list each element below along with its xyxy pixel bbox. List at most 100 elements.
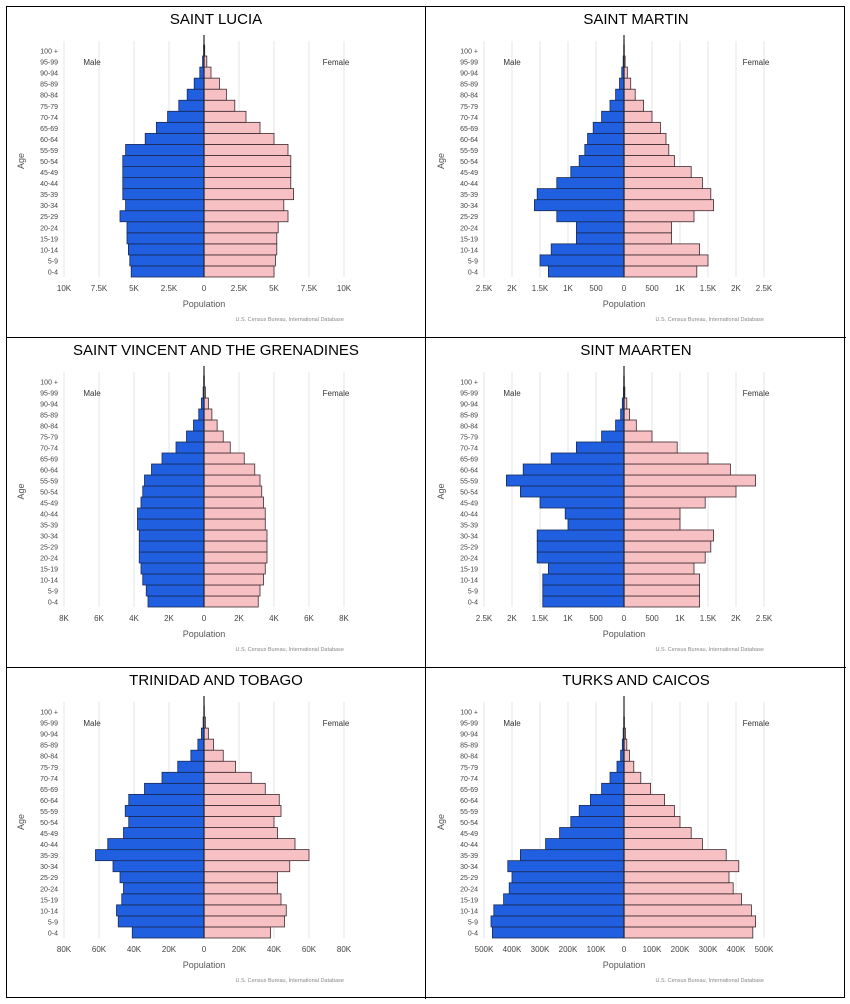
female-bar <box>203 496 264 509</box>
female-bar <box>623 816 681 828</box>
male-bar <box>522 463 625 476</box>
female-bar <box>623 749 630 762</box>
population-pyramid: 0-4 5-9 10-14 15-19 20-24 25-29 30-34 35-39 40-4… <box>16 366 350 653</box>
male-bar <box>609 99 625 112</box>
female-bar <box>203 254 276 267</box>
x-tick-label: 300K <box>531 945 550 954</box>
x-axis-title: Population <box>603 960 646 970</box>
x-tick-label: 80K <box>57 945 72 954</box>
male-bar <box>142 573 205 586</box>
age-tick-label: 80-84 <box>40 93 58 100</box>
female-bar <box>623 430 653 443</box>
age-tick-label: 70-74 <box>460 115 478 122</box>
grid-divider-horizontal <box>7 337 846 338</box>
age-tick-label: 30-34 <box>40 534 58 541</box>
age-tick-label: 75-79 <box>460 765 478 772</box>
female-bar <box>203 793 280 806</box>
age-tick-label: 55-59 <box>40 809 58 816</box>
male-label: Male <box>83 389 101 398</box>
age-tick-label: 100 + <box>40 380 58 387</box>
female-bar <box>203 99 236 112</box>
male-bar <box>589 793 625 806</box>
female-bar <box>623 188 712 201</box>
age-tick-label: 20-24 <box>460 225 478 232</box>
female-bar <box>623 782 652 795</box>
age-tick-label: 75-79 <box>40 765 58 772</box>
female-label: Female <box>743 719 770 728</box>
male-bar <box>493 904 625 917</box>
male-bar <box>550 452 625 465</box>
age-tick-label: 20-24 <box>40 225 58 232</box>
age-tick-label: 40-44 <box>40 512 58 519</box>
age-tick-label: 65-69 <box>460 787 478 794</box>
male-bar <box>128 816 205 828</box>
x-tick-label: 8K <box>59 614 69 623</box>
age-tick-label: 85-89 <box>460 82 478 89</box>
age-tick-label: 85-89 <box>40 743 58 750</box>
y-axis-title: Age <box>436 153 446 169</box>
x-tick-label: 400K <box>727 945 746 954</box>
male-label: Male <box>503 58 521 67</box>
source-credit: U.S. Census Bureau, International Databa… <box>655 317 764 323</box>
y-axis-title: Age <box>16 814 26 830</box>
female-bar <box>203 397 209 410</box>
age-tick-label: 65-69 <box>460 457 478 464</box>
x-tick-label: 0 <box>622 284 627 293</box>
male-bar <box>198 408 205 421</box>
x-tick-label: 7.5K <box>91 284 108 293</box>
age-tick-label: 95-99 <box>460 721 478 728</box>
age-tick-label: 50-54 <box>460 820 478 827</box>
male-bar <box>125 199 205 212</box>
x-tick-label: 40K <box>127 945 142 954</box>
age-tick-label: 40-44 <box>460 181 478 188</box>
age-tick-label: 15-19 <box>40 567 58 574</box>
age-tick-label: 25-29 <box>460 875 478 882</box>
female-bar <box>203 738 215 751</box>
chart-title: SAINT LUCIA <box>169 11 263 28</box>
x-axis-title: Population <box>183 299 226 309</box>
age-tick-label: 45-49 <box>40 831 58 838</box>
male-bar <box>131 926 205 939</box>
female-bar <box>623 915 757 928</box>
age-tick-label: 20-24 <box>460 556 478 563</box>
x-tick-label: 0 <box>202 284 207 293</box>
age-tick-label: 30-34 <box>460 203 478 210</box>
female-bar <box>623 926 754 939</box>
age-tick-label: 25-29 <box>460 214 478 221</box>
y-axis-title: Age <box>436 483 446 499</box>
male-bar <box>138 551 205 564</box>
female-bar <box>623 595 700 608</box>
male-bar <box>570 816 625 828</box>
source-credit: U.S. Census Bureau, International Databa… <box>235 317 344 323</box>
male-bar <box>167 110 205 123</box>
female-bar <box>623 827 692 839</box>
x-tick-label: 400K <box>503 945 522 954</box>
female-bar <box>203 485 263 498</box>
age-tick-label: 40-44 <box>40 181 58 188</box>
male-bar <box>144 474 205 487</box>
x-tick-label: 1K <box>675 284 685 293</box>
male-bar <box>542 584 625 597</box>
male-bar <box>130 265 205 278</box>
chart-panel: SAINT MARTIN 0-4 5-9 10-14 15-19 20-24 25-29 3… <box>426 7 846 337</box>
female-bar <box>623 452 709 465</box>
female-bar <box>623 793 665 806</box>
age-tick-label: 100 + <box>460 380 478 387</box>
female-bar <box>623 177 703 190</box>
age-tick-label: 5-9 <box>48 919 58 926</box>
age-tick-label: 40-44 <box>460 512 478 519</box>
female-bar <box>623 838 703 851</box>
female-bar <box>203 760 236 773</box>
age-tick-label: 15-19 <box>40 897 58 904</box>
female-bar <box>203 805 282 817</box>
male-bar <box>177 760 205 773</box>
age-tick-label: 90-94 <box>460 71 478 78</box>
female-bar <box>623 893 742 906</box>
x-tick-label: 7.5K <box>301 284 318 293</box>
age-tick-label: 35-39 <box>40 523 58 530</box>
female-bar <box>203 904 287 917</box>
male-bar <box>507 860 625 873</box>
female-bar <box>623 562 695 575</box>
female-bar <box>623 771 642 784</box>
x-tick-label: 2K <box>164 614 174 623</box>
